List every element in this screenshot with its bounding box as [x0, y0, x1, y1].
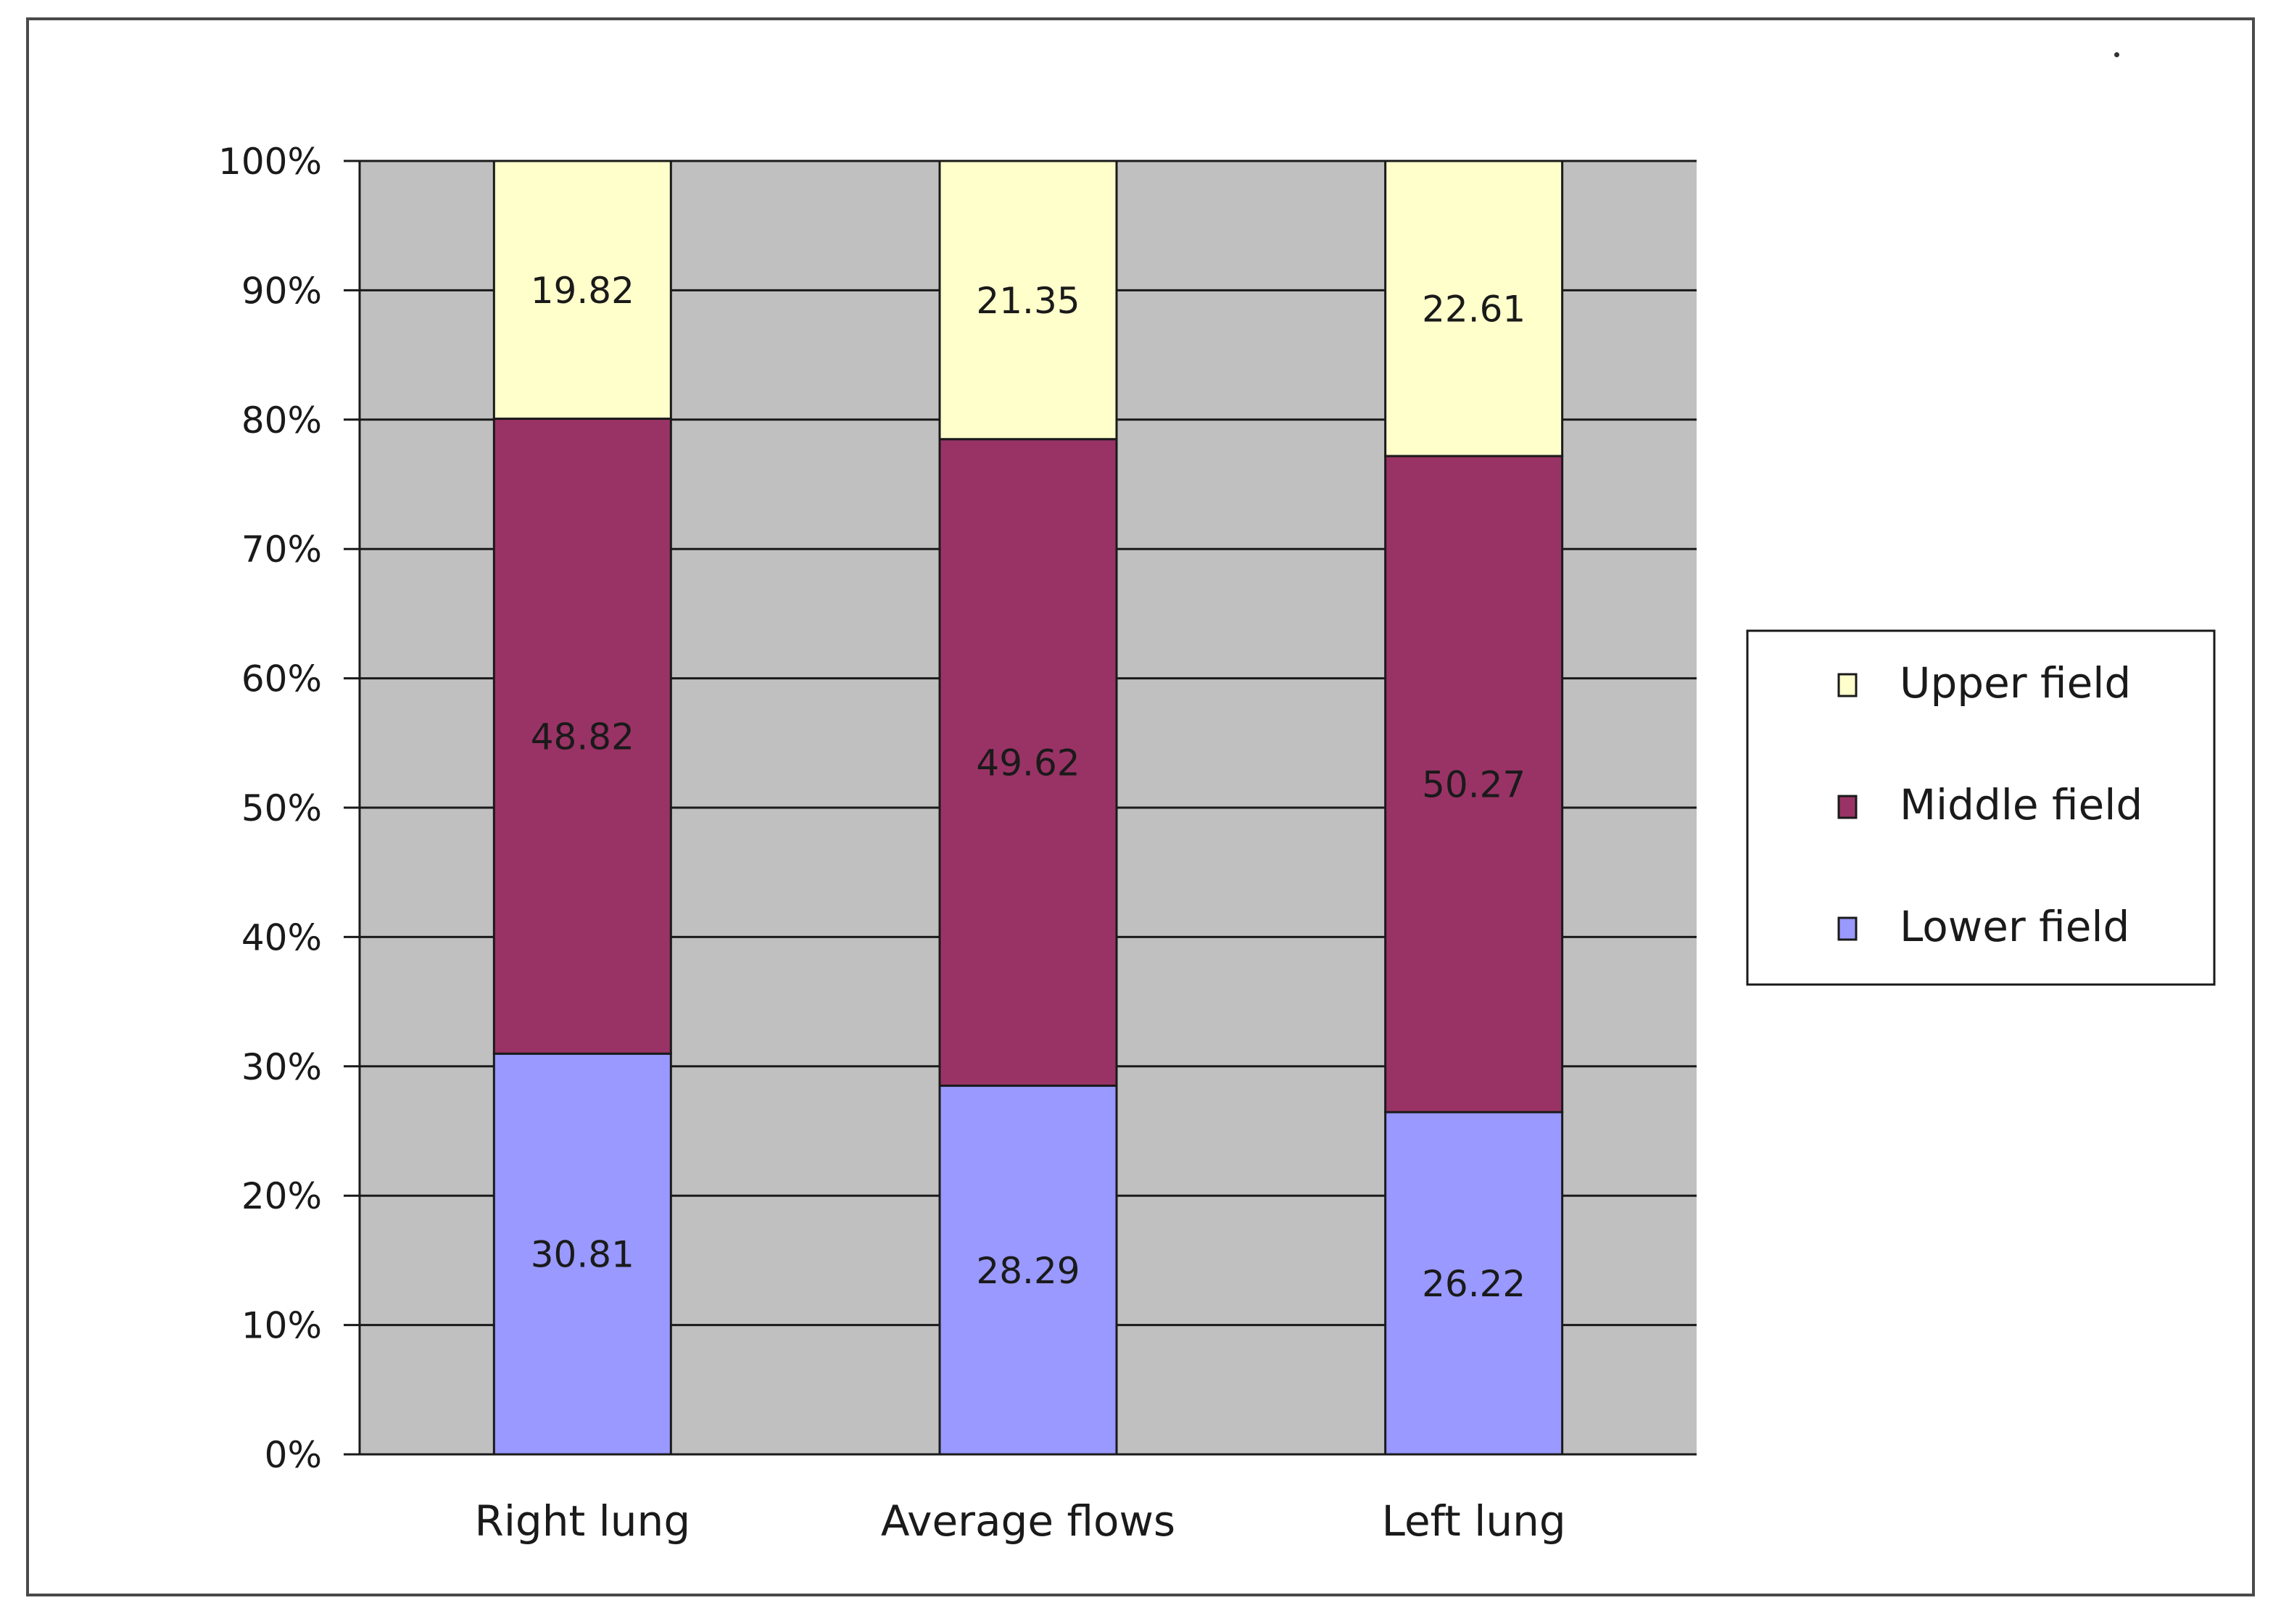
stray-dot — [2114, 52, 2119, 57]
category-labels: Right lung Average flows Left lung — [475, 1496, 1566, 1546]
bar-segment-upper-field — [938, 160, 1118, 441]
y-tick-label: 80% — [241, 399, 322, 442]
legend-swatch-lower-field — [1837, 916, 1858, 941]
y-tick-label: 40% — [241, 916, 322, 958]
data-label: 49.62 — [976, 742, 1080, 784]
bar-segment-lower-field — [938, 1085, 1118, 1456]
data-label: 19.82 — [531, 270, 634, 312]
y-tick-label: 10% — [241, 1305, 322, 1347]
bar-segment-upper-field — [492, 160, 672, 420]
y-tick-label: 60% — [241, 658, 322, 700]
legend-swatch-upper-field — [1837, 673, 1858, 697]
legend-swatch-middle-field — [1837, 795, 1858, 819]
y-tick-label: 0% — [265, 1434, 322, 1476]
bar-segment-middle-field — [938, 438, 1118, 1088]
category-label: Left lung — [1382, 1496, 1566, 1546]
legend-box — [1746, 629, 2216, 986]
y-tick-label: 30% — [241, 1046, 322, 1088]
bar-segment-lower-field — [1384, 1111, 1564, 1456]
legend-label: Lower field — [1900, 902, 2129, 951]
data-label: 21.35 — [976, 280, 1080, 322]
category-label: Average flows — [881, 1496, 1175, 1546]
y-tick-label: 100% — [218, 141, 322, 183]
category-label: Right lung — [475, 1496, 691, 1546]
y-tick-label: 90% — [241, 270, 322, 312]
legend-label: Middle field — [1900, 780, 2143, 829]
y-tick-label: 70% — [241, 529, 322, 571]
bars — [492, 160, 1564, 1456]
bar-segment-middle-field — [492, 418, 672, 1055]
y-tick-label: 50% — [241, 787, 322, 829]
data-label: 30.81 — [531, 1234, 634, 1276]
data-label: 26.22 — [1422, 1263, 1526, 1305]
data-label: 28.29 — [976, 1250, 1080, 1292]
bar-segment-upper-field — [1384, 160, 1564, 457]
legend: Upper field Middle field Lower field — [1746, 629, 2216, 986]
data-label: 48.82 — [531, 716, 634, 758]
bar-segment-lower-field — [492, 1052, 672, 1456]
data-label: 22.61 — [1422, 289, 1526, 331]
legend-label: Upper field — [1900, 658, 2131, 708]
bar-segment-middle-field — [1384, 455, 1564, 1114]
data-labels: 30.81 48.82 19.82 28.29 49.62 21.35 26.22 50.27… — [531, 270, 1526, 1305]
data-label: 50.27 — [1422, 764, 1526, 806]
y-tick-label: 20% — [241, 1175, 322, 1217]
